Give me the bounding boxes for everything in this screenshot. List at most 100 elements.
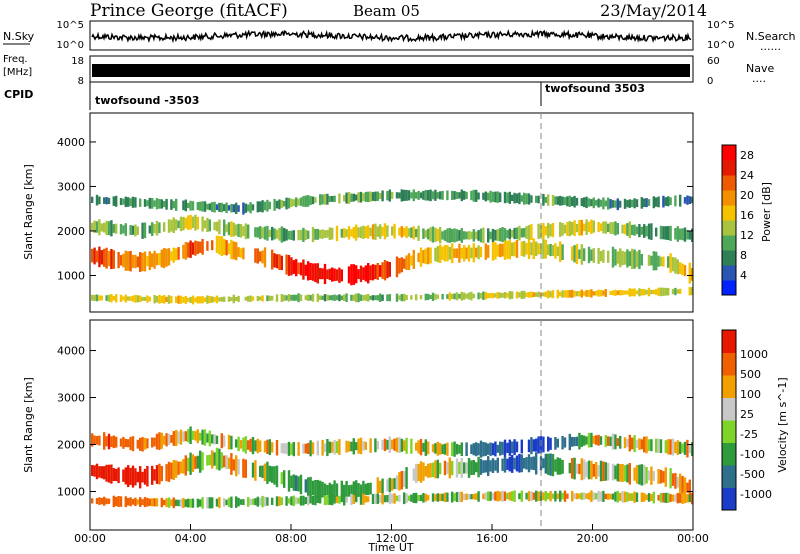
heatmap-cell: [379, 480, 382, 493]
heatmap-cell: [494, 242, 497, 260]
heatmap-cell: [292, 260, 295, 274]
heatmap-cell: [424, 293, 427, 301]
heatmap-cell: [283, 200, 286, 207]
heatmap-cell: [184, 217, 187, 229]
heatmap-cell: [232, 241, 235, 260]
heatmap-cell: [688, 262, 691, 284]
heatmap-cell: [470, 231, 473, 240]
heatmap-cell: [494, 441, 497, 457]
heatmap-cell: [482, 291, 485, 300]
heatmap-cell: [626, 438, 629, 447]
heatmap-cell: [458, 444, 461, 454]
heatmap-cell: [119, 255, 123, 266]
heatmap-cell: [189, 240, 192, 258]
heatmap-cell: [328, 227, 331, 240]
heatmap-cell: [523, 228, 526, 238]
heatmap-cell: [429, 189, 432, 202]
heatmap-cell: [662, 226, 665, 240]
heatmap-cell: [213, 434, 216, 445]
heatmap-cell: [662, 493, 665, 503]
heatmap-cell: [345, 481, 348, 502]
heatmap-cell: [391, 439, 394, 450]
heatmap-cell: [292, 442, 295, 457]
heatmap-cell: [163, 201, 166, 208]
heatmap-cell: [297, 230, 300, 241]
heatmap-cell: [460, 247, 463, 259]
heatmap-cell: [263, 440, 267, 453]
heatmap-cell: [139, 252, 142, 272]
heatmap-cell: [489, 491, 492, 501]
heatmap-cell: [487, 293, 490, 299]
colorbar-tick-label: 28: [740, 149, 754, 162]
heatmap-cell: [681, 263, 684, 276]
heatmap-cell: [323, 443, 327, 452]
heatmap-cell: [419, 494, 423, 501]
heatmap-cell: [489, 460, 492, 472]
heatmap-cell: [182, 216, 185, 231]
heatmap-cell: [451, 243, 454, 264]
heatmap-cell: [599, 289, 603, 297]
heatmap-cell: [251, 437, 255, 455]
heatmap-cell: [566, 196, 569, 207]
heatmap-cell: [388, 294, 391, 302]
heatmap-cell: [91, 294, 94, 301]
heatmap-cell: [319, 194, 322, 206]
heatmap-cell: [110, 464, 113, 484]
heatmap-cell: [340, 480, 343, 503]
heatmap-cell: [460, 228, 463, 243]
heatmap-cell: [405, 255, 408, 270]
heatmap-cell: [434, 227, 437, 242]
heatmap-cell: [263, 247, 267, 268]
heatmap-cell: [578, 220, 581, 236]
heatmap-cell: [431, 462, 435, 477]
heatmap-cell: [263, 226, 267, 240]
heatmap-cell: [686, 439, 689, 458]
heatmap-cell: [136, 471, 139, 483]
heatmap-cell: [527, 454, 531, 473]
heatmap-cell: [220, 452, 223, 469]
heatmap-cell: [287, 230, 291, 240]
heatmap-cell: [395, 192, 399, 199]
heatmap-cell: [427, 495, 430, 501]
heatmap-cell: [309, 295, 312, 301]
heatmap-cell: [475, 442, 478, 457]
heatmap-cell: [350, 264, 353, 286]
heatmap-cell: [403, 492, 406, 505]
heatmap-cell: [287, 197, 291, 209]
heatmap-cell: [155, 220, 159, 236]
heatmap-cell: [359, 437, 363, 455]
heatmap-cell: [148, 296, 151, 302]
heatmap-cell: [635, 251, 639, 268]
heatmap-cell: [679, 441, 682, 454]
heatmap-cell: [410, 227, 413, 238]
heatmap-cell: [470, 444, 473, 454]
heatmap-cell: [223, 498, 226, 507]
heatmap-cell: [563, 224, 567, 234]
heatmap-cell: [599, 460, 603, 482]
heatmap-cell: [343, 195, 346, 202]
heatmap-cell: [568, 290, 571, 298]
heatmap-cell: [535, 438, 538, 452]
heatmap-cell: [208, 497, 211, 509]
heatmap-cell: [489, 293, 492, 299]
heatmap-cell: [201, 216, 204, 232]
heatmap-cell: [95, 221, 99, 233]
heatmap-cell: [561, 436, 564, 450]
heatmap-cell: [451, 460, 454, 476]
heatmap-cell: [203, 220, 207, 229]
heatmap-cell: [388, 492, 391, 505]
heatmap-cell: [487, 456, 490, 477]
y-tick-label: 2000: [57, 438, 85, 451]
heatmap-cell: [225, 202, 228, 214]
heatmap-cell: [273, 198, 276, 211]
heatmap-cell: [364, 265, 367, 282]
heatmap-cell: [671, 438, 675, 456]
colorbar-swatch: [722, 280, 736, 296]
heatmap-cell: [191, 454, 195, 472]
heatmap-cell: [477, 230, 480, 241]
heatmap-cell: [182, 431, 185, 442]
heatmap-cell: [143, 468, 147, 485]
heatmap-cell: [583, 492, 586, 500]
heatmap-cell: [357, 269, 360, 279]
heatmap-cell: [328, 495, 331, 505]
